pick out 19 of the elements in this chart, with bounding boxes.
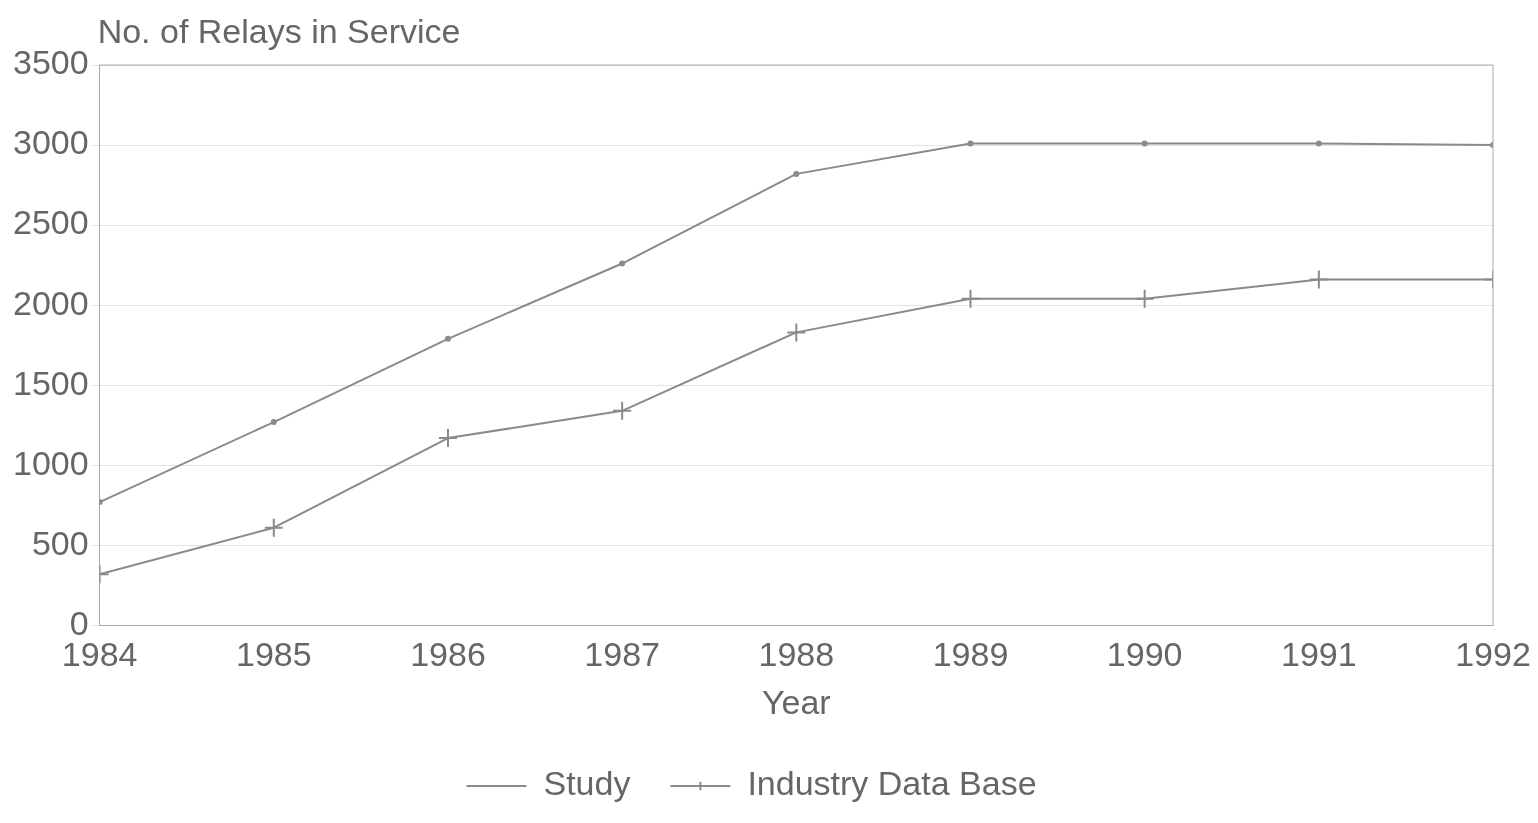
x-tick-label: 1992 [1455,635,1531,674]
x-tick-label: 1991 [1281,635,1357,674]
x-tick-label: 1989 [932,635,1009,674]
x-axis-title: Year [761,682,831,721]
x-tick-label: 1990 [1106,635,1183,674]
legend-label: Industry Data Base [747,764,1037,803]
y-tick-label: 3000 [13,123,89,162]
y-tick-label: 2000 [13,283,89,322]
x-tick-label: 1986 [410,635,486,674]
chart-title: No. of Relays in Service [97,12,461,51]
x-tick-label: 1985 [235,635,312,674]
y-tick-label: 3500 [13,43,89,82]
y-tick-label: 1500 [13,363,89,402]
y-tick-label: 1000 [13,443,89,482]
x-tick-label: 1987 [584,635,660,674]
legend-label: Study [543,764,631,803]
y-tick-label: 2500 [13,203,89,242]
x-tick-label: 1988 [758,635,835,674]
y-tick-label: 500 [31,523,89,562]
